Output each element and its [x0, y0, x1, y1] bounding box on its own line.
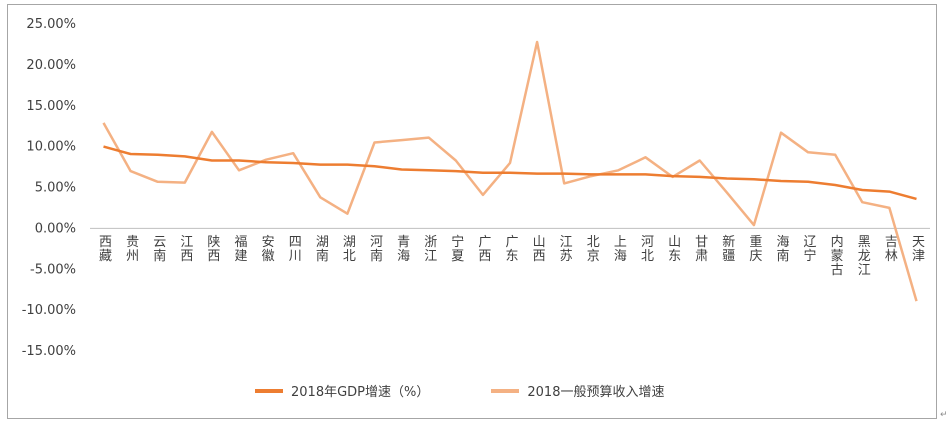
x-tick-label: 内蒙古	[831, 234, 844, 278]
x-tick-label: 河南	[370, 235, 383, 264]
y-tick-label: 25.00%	[26, 17, 76, 32]
x-tick-label: 山西	[533, 235, 546, 264]
paragraph-mark: ↵	[940, 410, 948, 420]
x-tick-label: 吉林	[885, 235, 898, 264]
x-tick-label: 陕西	[207, 235, 220, 264]
legend-label-revenue: 2018一般预算收入增速	[527, 385, 665, 400]
x-tick-label: 湖南	[316, 235, 329, 264]
x-tick-label: 江西	[180, 235, 193, 264]
x-tick-label: 北京	[587, 235, 600, 264]
x-axis-labels: 西藏贵州云南江西陕西福建安徽四川湖南湖北河南青海浙江宁夏广西广东山西江苏北京上海…	[99, 234, 925, 278]
x-tick-label: 西藏	[99, 235, 112, 264]
legend: 2018年GDP增速（%） 2018一般预算收入增速	[255, 381, 726, 400]
y-tick-label: 5.00%	[35, 181, 76, 196]
y-tick-label: -15.00%	[22, 344, 76, 359]
y-tick-label: 15.00%	[26, 99, 76, 114]
legend-item-gdp: 2018年GDP增速（%）	[255, 381, 429, 400]
x-tick-label: 云南	[153, 235, 166, 264]
x-tick-label: 天津	[912, 235, 925, 264]
x-tick-label: 广西	[478, 235, 491, 264]
chart-frame	[7, 4, 937, 419]
x-tick-label: 广东	[505, 235, 518, 264]
legend-item-revenue: 2018一般预算收入增速	[491, 381, 664, 400]
x-tick-label: 辽宁	[804, 235, 817, 264]
y-tick-label: 20.00%	[26, 58, 76, 73]
y-tick-label: 0.00%	[35, 221, 76, 236]
x-tick-label: 上海	[614, 235, 627, 264]
x-tick-label: 浙江	[424, 235, 437, 264]
legend-label-gdp: 2018年GDP增速（%）	[291, 385, 430, 400]
x-tick-label: 重庆	[749, 234, 762, 264]
x-tick-label: 宁夏	[451, 234, 464, 264]
x-tick-label: 四川	[289, 235, 302, 264]
legend-swatch-revenue	[491, 388, 520, 393]
x-tick-label: 湖北	[343, 235, 356, 264]
y-tick-label: 10.00%	[26, 140, 76, 155]
x-tick-label: 山东	[668, 235, 681, 264]
x-tick-label: 黑龙江	[858, 235, 871, 278]
series-lines	[102, 40, 918, 302]
y-tick-label: -10.00%	[22, 303, 76, 318]
x-tick-label: 青海	[397, 235, 410, 264]
x-tick-label: 贵州	[126, 235, 139, 264]
x-tick-label: 甘肃	[695, 235, 708, 264]
series-line	[103, 145, 917, 201]
x-tick-label: 福建	[235, 235, 248, 264]
x-tick-label: 安徽	[262, 235, 275, 264]
x-tick-label: 新疆	[722, 234, 735, 264]
legend-swatch-gdp	[255, 388, 283, 393]
y-axis: -15.00% -10.00% -5.00% 0.00% 5.00% 10.00% 15.0…	[22, 17, 76, 359]
x-tick-label: 海南	[776, 235, 789, 264]
x-tick-label: 河北	[641, 235, 654, 264]
series-line	[102, 40, 918, 302]
x-tick-label: 江苏	[560, 235, 573, 264]
y-tick-label: -5.00%	[30, 262, 76, 277]
